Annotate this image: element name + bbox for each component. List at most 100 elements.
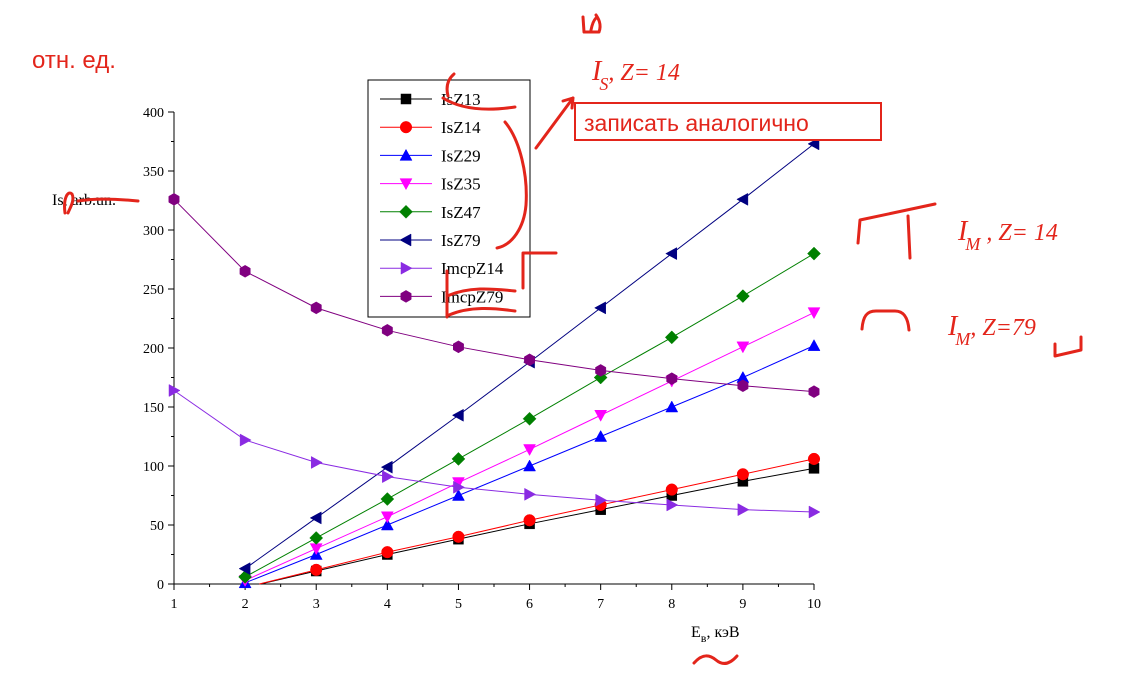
data-point: [523, 459, 536, 472]
series-IsZ13: [260, 463, 820, 585]
legend-box: [367, 79, 531, 318]
im-z79-annotation: IM, Z=79: [947, 311, 1036, 349]
unit-label: отн. ед.: [32, 47, 116, 74]
ink-mark-ylabel: [63, 191, 140, 215]
im14-tail: , Z= 14: [980, 220, 1058, 246]
x-tick-label: 3: [313, 597, 320, 612]
legend-label: IsZ14: [441, 118, 481, 137]
data-point: [665, 247, 678, 261]
ink-arrow: [534, 96, 575, 150]
x-axis-title-sub: в: [701, 631, 707, 645]
x-tick-label: 2: [242, 597, 249, 612]
data-point: [238, 562, 251, 576]
legend-swatch-marker: [400, 261, 413, 275]
data-point: [310, 301, 322, 315]
data-point: [666, 372, 678, 385]
y-tick-label: 0: [157, 578, 164, 593]
data-point: [665, 400, 679, 413]
x-tick-label: 1: [171, 597, 178, 612]
legend-label: IsZ35: [441, 175, 481, 194]
legend-item: IsZ29: [380, 146, 481, 165]
data-point: [310, 563, 323, 576]
legend-label: IsZ47: [441, 203, 481, 222]
handwriting-strokes: [63, 13, 1083, 665]
im79-tail: , Z=79: [970, 315, 1036, 341]
data-point: [381, 546, 394, 559]
x-tick-label: 5: [455, 597, 462, 612]
series-line: [173, 390, 815, 513]
data-point: [807, 339, 821, 351]
ink-underline-isz13: [441, 72, 517, 111]
legend-label: IsZ79: [441, 231, 481, 250]
legend-swatch-marker: [399, 178, 413, 191]
data-point: [380, 511, 394, 524]
is-label-tail: , Z= 14: [608, 60, 680, 86]
series-IsZ35: [238, 307, 821, 587]
data-point: [595, 364, 607, 377]
data-point: [737, 503, 750, 517]
x-axis-title: Eв, кэВ: [691, 624, 740, 645]
data-point: [380, 492, 395, 506]
data-point: [239, 433, 252, 447]
legend-swatch-marker: [400, 93, 412, 105]
data-point: [808, 505, 821, 519]
x-axis-title-tail: , кэВ: [706, 624, 739, 641]
x-tick-label: 10: [807, 597, 821, 612]
data-point: [595, 493, 608, 507]
series-ImcpZ14: [168, 384, 821, 519]
im-z14-annotation: IM , Z= 14: [957, 216, 1058, 254]
y-tick-label: 250: [143, 283, 164, 298]
svg-text:IM, Z=79: IM, Z=79: [947, 311, 1036, 349]
legend-item: ImcpZ14: [380, 259, 504, 278]
data-point: [736, 468, 749, 481]
y-tick-label: 200: [143, 342, 164, 357]
data-point: [310, 456, 323, 469]
data-point: [736, 192, 749, 206]
data-point: [168, 384, 181, 397]
ink-bracket-im79: [860, 309, 911, 332]
data-point: [523, 514, 536, 527]
y-tick-label: 100: [143, 460, 164, 475]
data-point: [664, 330, 679, 345]
data-point: [380, 518, 394, 531]
x-tick-label: 6: [526, 597, 533, 612]
is-z14-annotation: IS, Z= 14: [591, 56, 680, 94]
legend-swatch-marker: [399, 148, 413, 161]
data-point: [807, 246, 821, 261]
x-tick-label: 7: [597, 597, 604, 612]
svg-text:IS, Z= 14: IS, Z= 14: [591, 56, 680, 94]
data-point: [665, 483, 678, 496]
data-point: [522, 411, 537, 426]
im79-letter: I: [947, 311, 959, 342]
ink-tilde-xlabel: [692, 654, 739, 665]
data-point: [737, 379, 749, 393]
data-point: [524, 487, 537, 501]
data-point: [808, 385, 820, 398]
data-point: [736, 341, 750, 354]
y-tick-label: 150: [143, 401, 164, 416]
ink-bracket-imcp: [445, 251, 558, 319]
data-point: [524, 353, 536, 367]
data-point: [807, 452, 821, 465]
ink-bracket-im14: [856, 202, 937, 260]
data-point: [381, 324, 393, 337]
data-point: [380, 460, 393, 474]
x-tick-label: 8: [668, 597, 675, 612]
series-ImcpZ79: [168, 193, 820, 398]
legend-swatch-marker: [399, 121, 413, 134]
legend-item: IsZ13: [380, 90, 481, 109]
series-layer: [168, 137, 821, 589]
note-box-frame: [574, 102, 882, 141]
legend-item: IsZ79: [380, 231, 481, 250]
legend-label: IsZ29: [441, 146, 481, 165]
y-tick-label: 400: [143, 106, 164, 121]
data-point: [452, 488, 465, 501]
x-tick-label: 9: [739, 597, 746, 612]
svg-text:IM , Z= 14: IM , Z= 14: [957, 216, 1058, 254]
y-tick-label: 350: [143, 165, 164, 180]
data-point: [807, 307, 821, 320]
legend-swatch-marker: [399, 233, 412, 247]
note-box: записать аналогично: [574, 102, 882, 141]
series-IsZ29: [238, 339, 821, 589]
